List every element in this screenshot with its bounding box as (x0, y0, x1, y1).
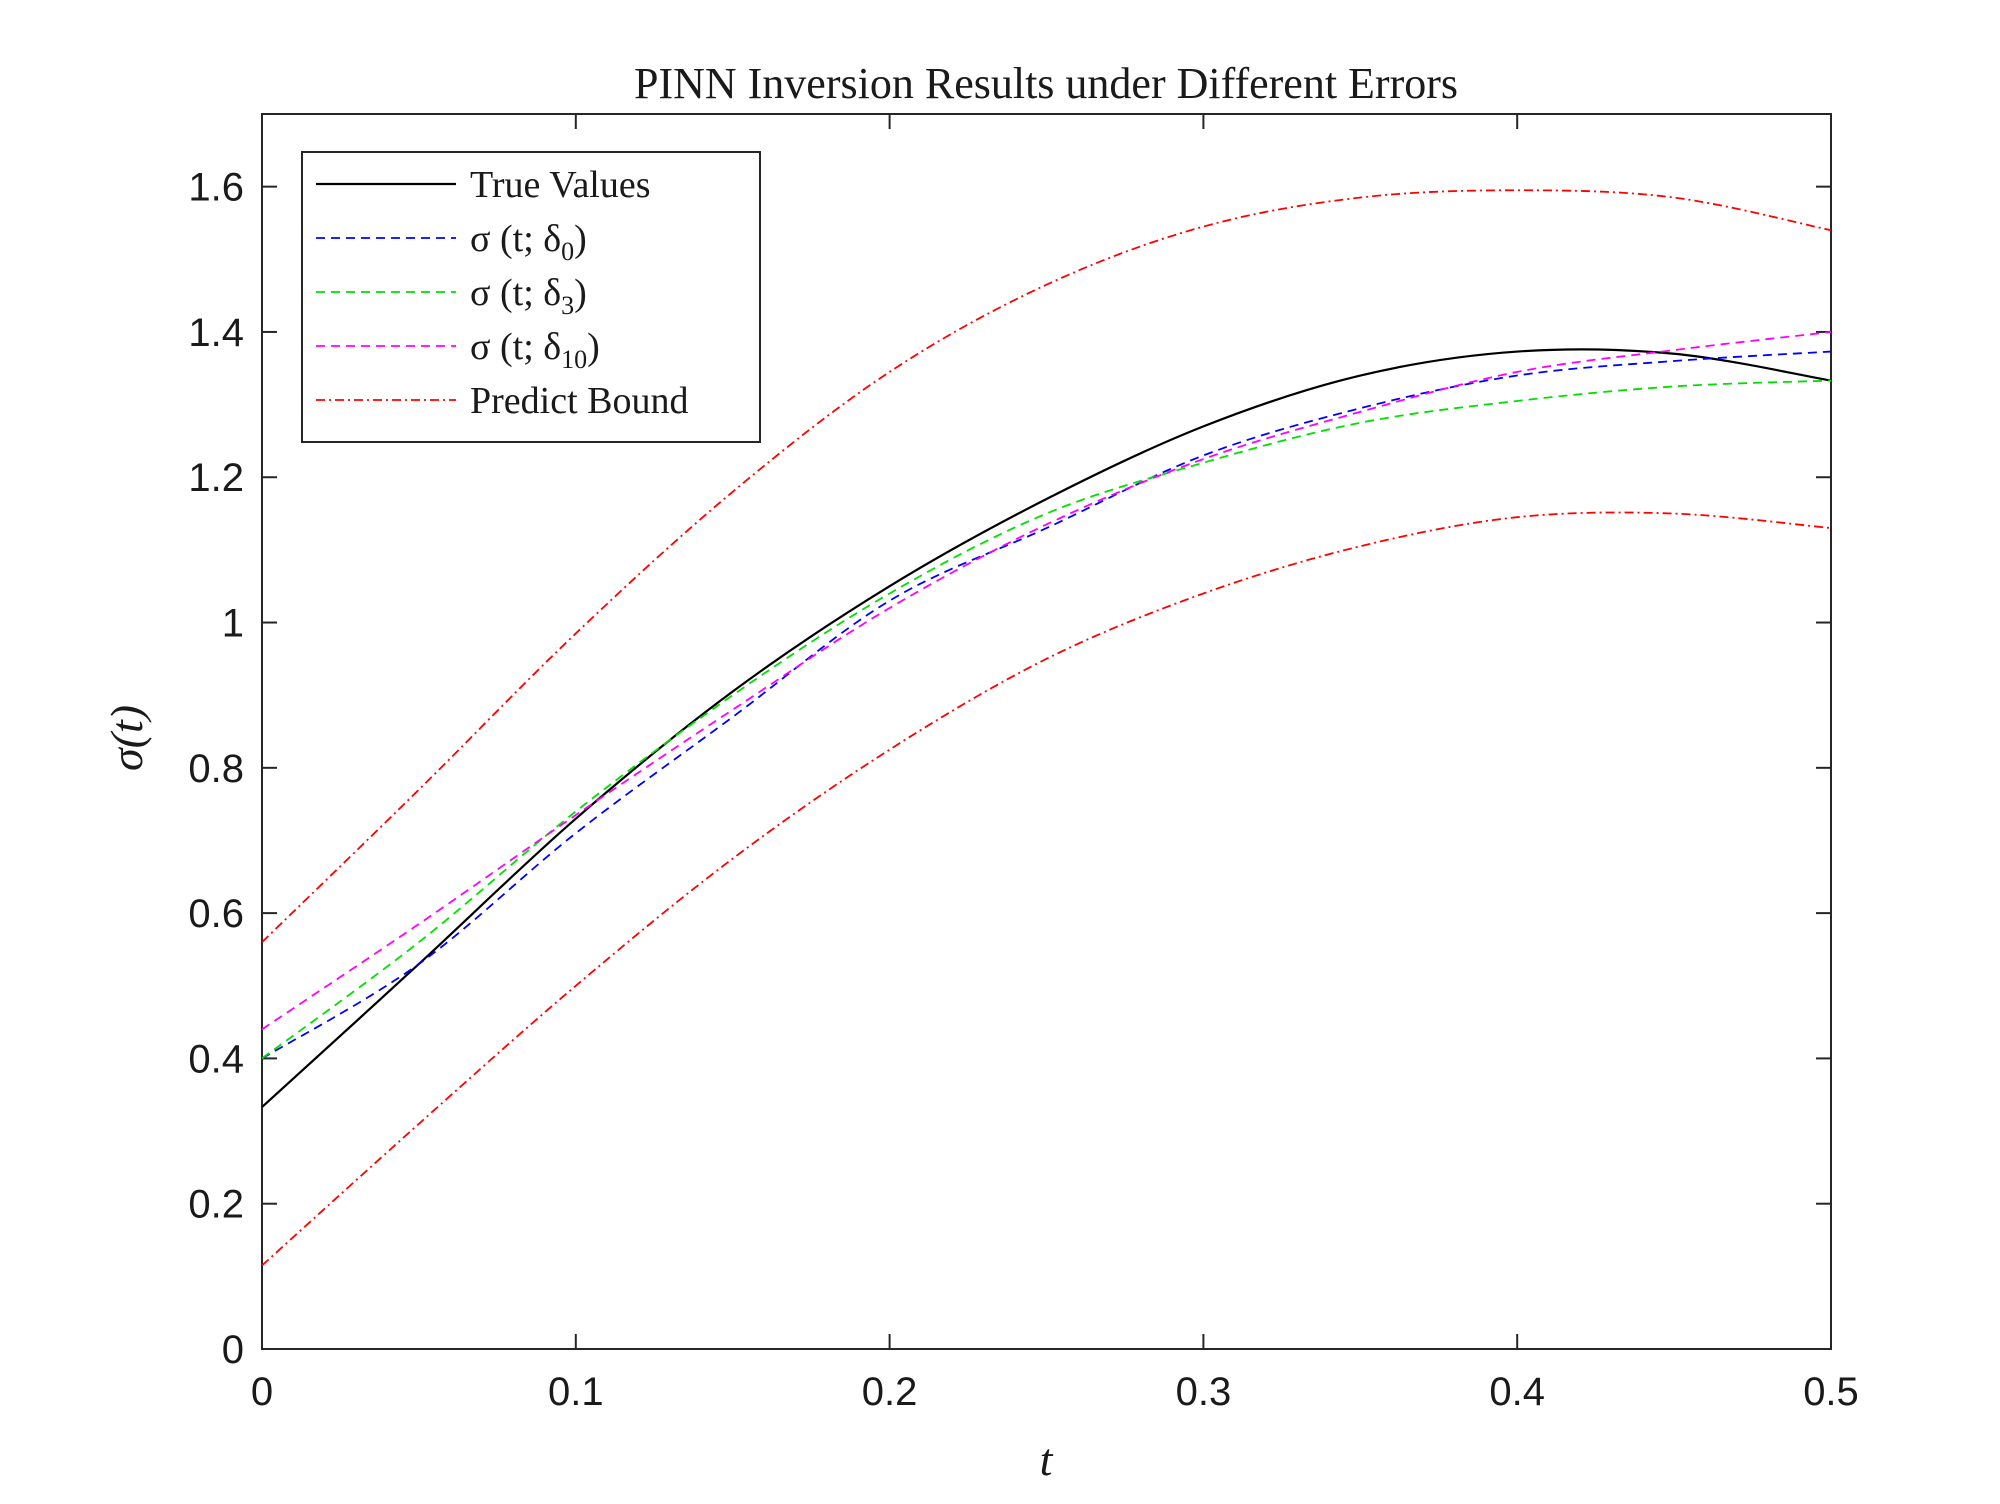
x-tick-label: 0.4 (1489, 1370, 1545, 1414)
y-tick-label: 0.8 (188, 747, 244, 791)
y-tick-label: 1 (222, 602, 244, 646)
x-tick-label: 0.2 (862, 1370, 918, 1414)
y-tick-label: 1.4 (188, 311, 244, 355)
legend-box (301, 151, 761, 443)
plot-area: 0 0.1 0.2 0.3 0.4 0.5 0 0.2 0.4 0.6 0.8 1 1.2 1.4 1.6 (188, 113, 1859, 1414)
series-line-t-3 (261, 379, 1832, 1060)
series-line-t-0 (261, 350, 1832, 1060)
x-tick-label: 0.3 (1176, 1370, 1232, 1414)
legend-label: True Values (470, 164, 651, 206)
series-line-predict-bound-lower (261, 511, 1832, 1267)
x-tick-label: 0.1 (548, 1370, 604, 1414)
series-line-t-10 (261, 331, 1832, 1031)
legend-label: σ (t; δ0) (470, 218, 587, 266)
y-tick-label: 0.6 (188, 892, 244, 936)
legend-label: σ (t; δ3) (470, 272, 587, 320)
y-tick-label: 1.6 (188, 166, 244, 210)
axes-box (261, 113, 1832, 1350)
y-tick-label: 0.2 (188, 1183, 244, 1227)
legend-label: Predict Bound (470, 380, 688, 422)
series-line-true-values (261, 348, 1832, 1108)
y-axis-label: σ(t) (101, 705, 152, 771)
y-tick-label: 0 (222, 1328, 244, 1372)
legend-label: σ (t; δ10) (470, 326, 600, 374)
y-tick-label: 0.4 (188, 1037, 244, 1081)
x-axis-label: t (1040, 1434, 1054, 1485)
x-tick-label: 0 (251, 1370, 273, 1414)
legend: True Values σ (t; δ0) σ (t; δ3) σ (t; δ10) P… (301, 151, 761, 443)
y-tick-label: 1.2 (188, 456, 244, 500)
data-series-group (261, 189, 1832, 1267)
x-tick-label: 0.5 (1803, 1370, 1859, 1414)
chart-title: PINN Inversion Results under Different E… (634, 59, 1458, 108)
series-line-predict-bound (261, 189, 1832, 943)
